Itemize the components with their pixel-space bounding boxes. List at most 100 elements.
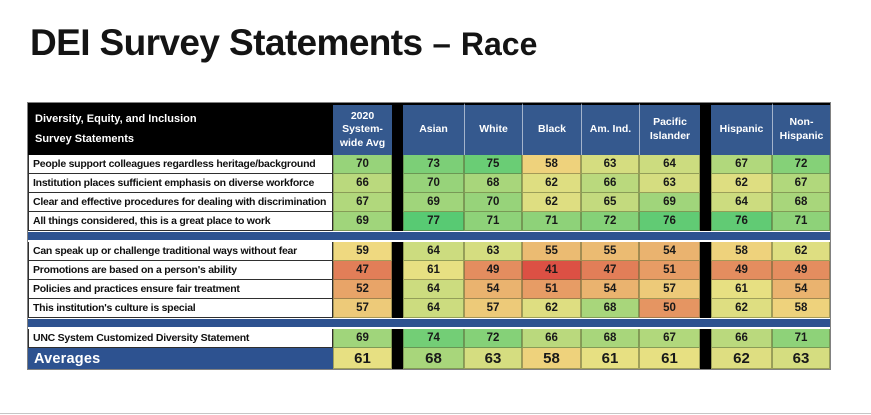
value-cell: 69	[639, 193, 700, 212]
value-cell: 49	[772, 261, 830, 280]
value-cell: 69	[333, 212, 392, 231]
value-cell: 68	[581, 299, 639, 318]
column-gap	[700, 329, 711, 348]
value-cell: 51	[522, 280, 581, 299]
value-cell: 57	[639, 280, 700, 299]
column-gap	[700, 155, 711, 174]
statement-cell: Promotions are based on a person's abili…	[28, 261, 333, 280]
value-cell: 61	[581, 348, 639, 369]
column-gap	[392, 193, 403, 212]
column-gap	[392, 280, 403, 299]
value-cell: 64	[403, 242, 464, 261]
value-cell: 76	[711, 212, 772, 231]
value-cell: 58	[711, 242, 772, 261]
statement-cell: Clear and effective procedures for deali…	[28, 193, 333, 212]
value-cell: 62	[711, 174, 772, 193]
value-cell: 61	[711, 280, 772, 299]
value-cell: 66	[522, 329, 581, 348]
value-cell: 68	[772, 193, 830, 212]
column-gap	[392, 155, 403, 174]
column-header-am-ind: Am. Ind.	[581, 103, 639, 155]
column-gap	[700, 299, 711, 318]
column-gap	[392, 348, 403, 369]
averages-label: Averages	[28, 348, 333, 369]
column-header-systemwide-avg: 2020 System-wide Avg	[333, 103, 392, 155]
column-header-non-hispanic: Non-Hispanic	[772, 103, 830, 155]
column-gap	[392, 103, 403, 155]
value-cell: 47	[333, 261, 392, 280]
title-main: DEI Survey Statements	[30, 22, 423, 63]
title-dash: –	[432, 25, 451, 62]
value-cell: 58	[522, 155, 581, 174]
value-cell: 49	[464, 261, 522, 280]
value-cell: 70	[333, 155, 392, 174]
statement-header-line1: Diversity, Equity, and Inclusion	[35, 113, 197, 125]
dei-table: Diversity, Equity, and Inclusion Survey …	[27, 102, 831, 370]
value-cell: 54	[464, 280, 522, 299]
statement-cell: This institution's culture is special	[28, 299, 333, 318]
column-gap	[700, 193, 711, 212]
value-cell: 61	[333, 348, 392, 369]
value-cell: 66	[333, 174, 392, 193]
value-cell: 64	[403, 280, 464, 299]
value-cell: 54	[639, 242, 700, 261]
value-cell: 67	[639, 329, 700, 348]
value-cell: 63	[464, 242, 522, 261]
value-cell: 49	[711, 261, 772, 280]
column-gap	[392, 261, 403, 280]
section-separator	[28, 318, 830, 329]
value-cell: 62	[711, 348, 772, 369]
value-cell: 62	[772, 242, 830, 261]
slide-bottom-edge	[0, 413, 871, 414]
value-cell: 74	[403, 329, 464, 348]
value-cell: 41	[522, 261, 581, 280]
column-header-black: Black	[522, 103, 581, 155]
value-cell: 62	[522, 299, 581, 318]
value-cell: 71	[464, 212, 522, 231]
value-cell: 64	[639, 155, 700, 174]
value-cell: 50	[639, 299, 700, 318]
value-cell: 70	[464, 193, 522, 212]
value-cell: 62	[522, 174, 581, 193]
value-cell: 69	[333, 329, 392, 348]
value-cell: 57	[333, 299, 392, 318]
column-header-hispanic: Hispanic	[711, 103, 772, 155]
value-cell: 63	[639, 174, 700, 193]
value-cell: 72	[772, 155, 830, 174]
statement-cell: Policies and practices ensure fair treat…	[28, 280, 333, 299]
value-cell: 51	[639, 261, 700, 280]
column-gap	[700, 280, 711, 299]
value-cell: 52	[333, 280, 392, 299]
value-cell: 62	[711, 299, 772, 318]
value-cell: 54	[581, 280, 639, 299]
column-gap	[700, 174, 711, 193]
value-cell: 69	[403, 193, 464, 212]
value-cell: 63	[464, 348, 522, 369]
column-header-asian: Asian	[403, 103, 464, 155]
value-cell: 67	[772, 174, 830, 193]
statement-header-line2: Survey Statements	[35, 133, 135, 145]
column-gap	[700, 103, 711, 155]
statement-column-header: Diversity, Equity, and Inclusion Survey …	[28, 103, 333, 155]
value-cell: 55	[522, 242, 581, 261]
value-cell: 71	[772, 212, 830, 231]
value-cell: 65	[581, 193, 639, 212]
column-gap	[700, 242, 711, 261]
column-header-pacific-islander: Pacific Islander	[639, 103, 700, 155]
value-cell: 63	[581, 155, 639, 174]
value-cell: 66	[581, 174, 639, 193]
value-cell: 55	[581, 242, 639, 261]
value-cell: 75	[464, 155, 522, 174]
slide-title: DEI Survey Statements – Race	[30, 22, 537, 64]
value-cell: 63	[772, 348, 830, 369]
value-cell: 72	[581, 212, 639, 231]
column-gap	[392, 299, 403, 318]
value-cell: 71	[522, 212, 581, 231]
title-suffix: Race	[460, 26, 538, 62]
value-cell: 71	[772, 329, 830, 348]
value-cell: 70	[403, 174, 464, 193]
value-cell: 72	[464, 329, 522, 348]
statement-cell: Can speak up or challenge traditional wa…	[28, 242, 333, 261]
value-cell: 61	[403, 261, 464, 280]
